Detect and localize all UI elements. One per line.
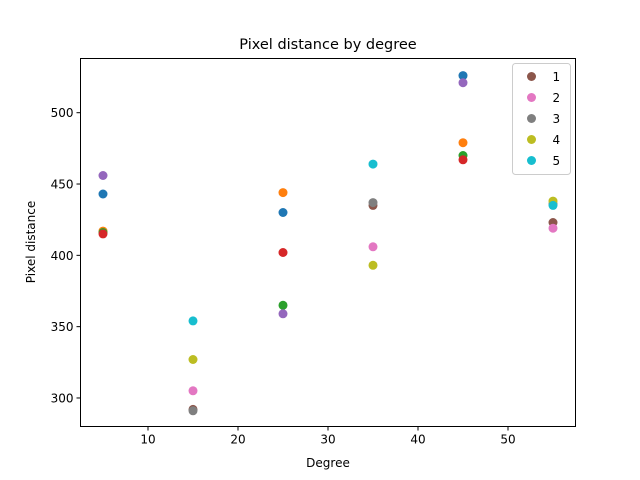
data-point (458, 138, 468, 148)
y-tick-label: 350 (51, 320, 74, 334)
data-point (278, 309, 288, 319)
data-point (278, 248, 288, 257)
legend-box (512, 63, 571, 175)
data-point (458, 78, 468, 88)
y-tick-label: 450 (51, 178, 74, 192)
y-tick-label: 400 (51, 249, 74, 263)
chart-title: Pixel distance by degree (239, 37, 416, 53)
legend-marker (527, 114, 536, 123)
x-tick-label: 20 (230, 433, 245, 447)
legend-label: 5 (553, 154, 561, 168)
y-tick-label: 300 (51, 391, 74, 405)
x-tick-label: 40 (410, 433, 425, 447)
y-axis-label: Pixel distance (24, 201, 38, 283)
data-point (548, 200, 558, 210)
legend-marker (527, 72, 536, 81)
data-point (278, 300, 288, 310)
data-point (368, 198, 378, 208)
data-point (278, 208, 288, 217)
data-point (98, 189, 108, 199)
x-axis: 10 20 30 40 50 (140, 426, 516, 447)
y-tick-label: 500 (51, 106, 74, 120)
legend: 1 2 3 4 5 (512, 63, 571, 175)
data-point (278, 188, 288, 198)
legend-label: 3 (553, 112, 561, 126)
legend-label: 4 (553, 133, 561, 147)
x-axis-label: Degree (306, 456, 350, 470)
data-point (458, 155, 468, 165)
data-point (98, 171, 108, 180)
plot-area-frame (80, 58, 576, 427)
legend-marker (527, 156, 536, 165)
legend-label: 2 (553, 91, 561, 105)
data-point (458, 71, 468, 81)
legend-marker (527, 93, 536, 102)
data-point (188, 355, 198, 364)
plot-points (98, 71, 558, 416)
x-tick-label: 10 (140, 433, 155, 447)
data-point (368, 159, 378, 169)
x-tick-label: 30 (320, 433, 335, 447)
data-point (188, 386, 198, 396)
y-axis: 300 350 400 450 500 (51, 106, 81, 405)
data-point (368, 260, 378, 270)
data-point (188, 316, 198, 326)
legend-label: 1 (553, 70, 561, 84)
data-point (548, 223, 558, 233)
x-tick-label: 50 (500, 433, 515, 447)
data-point (368, 242, 378, 252)
legend-marker (527, 135, 536, 144)
data-point (98, 229, 108, 239)
data-point (188, 406, 198, 416)
